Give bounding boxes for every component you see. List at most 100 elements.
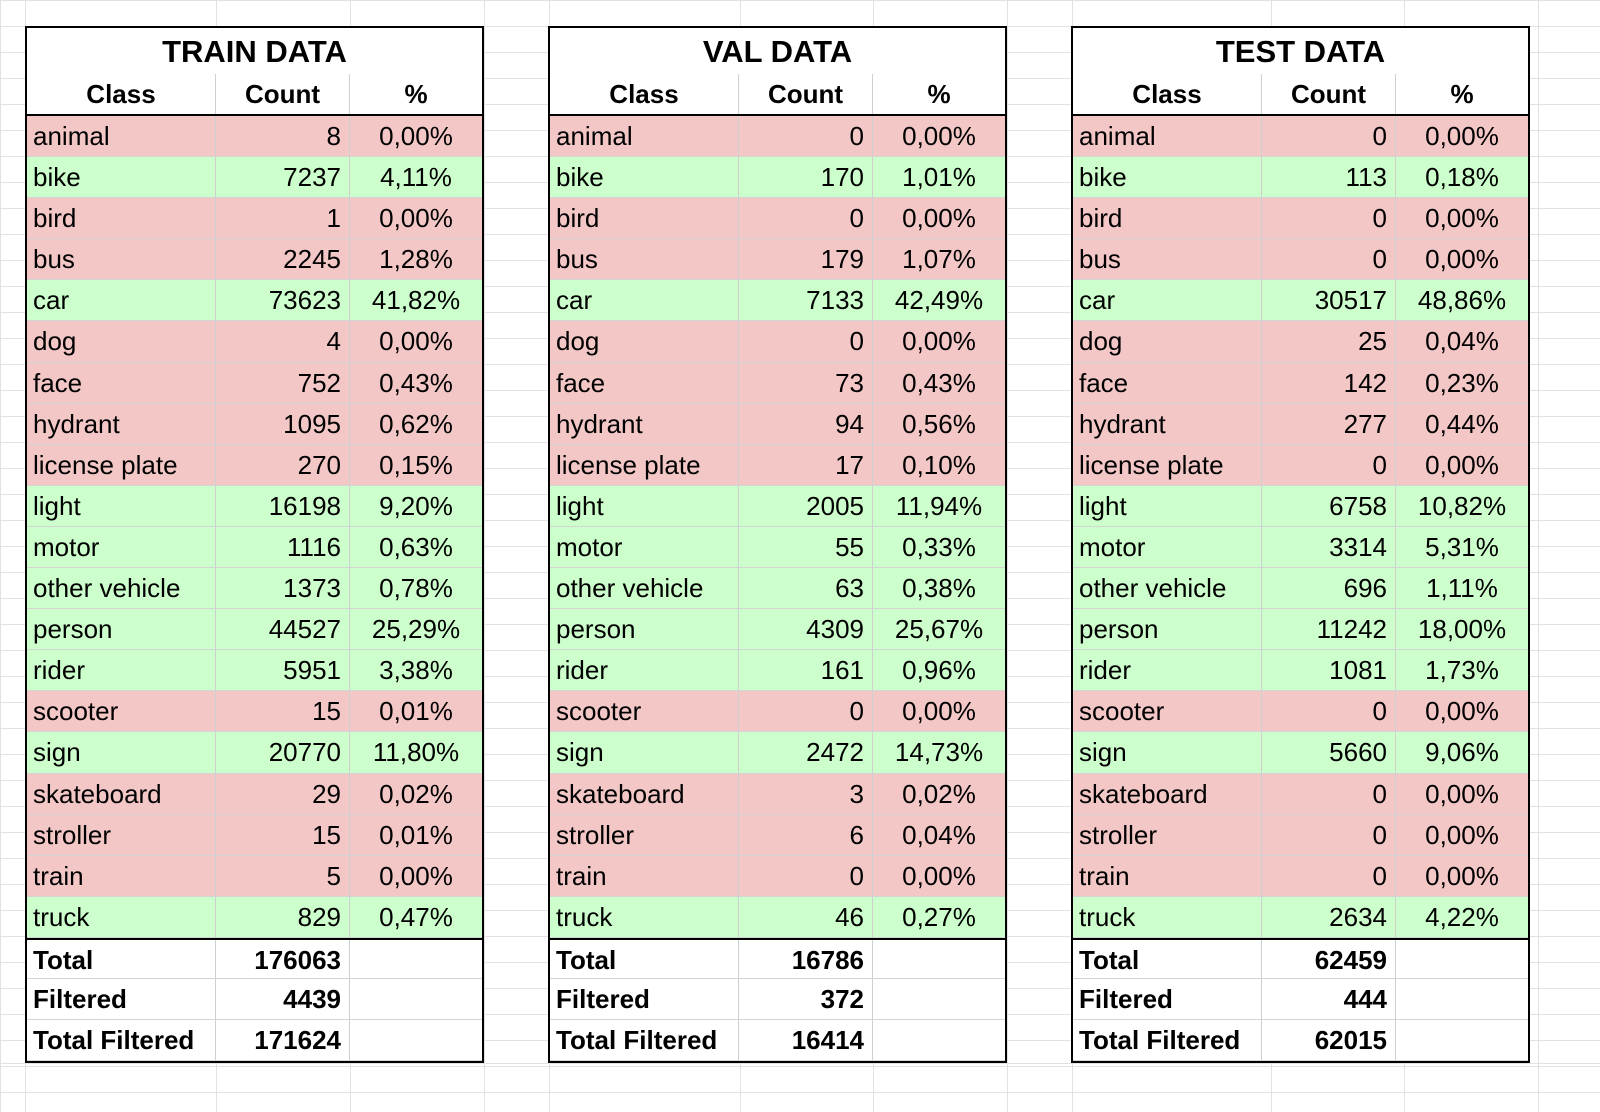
count-cell[interactable]: 73 — [739, 362, 873, 404]
count-cell[interactable]: 1 — [216, 198, 350, 240]
class-cell[interactable]: bird — [550, 198, 739, 240]
empty-cell[interactable] — [1396, 978, 1528, 1021]
percent-cell[interactable]: 1,28% — [350, 239, 482, 281]
class-cell[interactable]: skateboard — [1073, 773, 1262, 815]
total-value-cell[interactable]: 4439 — [216, 978, 350, 1021]
class-cell[interactable]: light — [550, 485, 739, 527]
percent-cell[interactable]: 1,11% — [1396, 568, 1528, 610]
count-cell[interactable]: 0 — [1262, 855, 1396, 897]
percent-cell[interactable]: 0,00% — [873, 198, 1005, 240]
percent-cell[interactable]: 0,56% — [873, 403, 1005, 445]
class-cell[interactable]: other vehicle — [27, 568, 216, 610]
count-cell[interactable]: 0 — [1262, 444, 1396, 486]
count-cell[interactable]: 29 — [216, 773, 350, 815]
total-value-cell[interactable]: 176063 — [216, 939, 350, 979]
class-cell[interactable]: face — [1073, 362, 1262, 404]
column-header-pct[interactable]: % — [1450, 79, 1474, 109]
total-label-cell[interactable]: Filtered — [1073, 978, 1262, 1021]
class-cell[interactable]: person — [550, 609, 739, 651]
class-cell[interactable]: dog — [550, 321, 739, 363]
percent-cell[interactable]: 0,00% — [1396, 198, 1528, 240]
count-cell[interactable]: 6758 — [1262, 485, 1396, 527]
count-cell[interactable]: 0 — [739, 691, 873, 733]
percent-cell[interactable]: 1,01% — [873, 157, 1005, 199]
class-cell[interactable]: rider — [550, 650, 739, 692]
count-cell[interactable]: 6 — [739, 814, 873, 856]
class-cell[interactable]: motor — [27, 526, 216, 569]
class-cell[interactable]: bird — [27, 198, 216, 240]
class-cell[interactable]: scooter — [1073, 691, 1262, 733]
percent-cell[interactable]: 0,00% — [873, 691, 1005, 733]
count-cell[interactable]: 2005 — [739, 485, 873, 527]
percent-cell[interactable]: 0,00% — [873, 321, 1005, 363]
percent-cell[interactable]: 0,44% — [1396, 403, 1528, 445]
count-cell[interactable]: 8 — [216, 116, 350, 158]
empty-cell[interactable] — [350, 1020, 482, 1062]
count-cell[interactable]: 16198 — [216, 485, 350, 527]
total-value-cell[interactable]: 62459 — [1262, 939, 1396, 979]
class-cell[interactable]: hydrant — [550, 403, 739, 445]
percent-cell[interactable]: 9,20% — [350, 485, 482, 527]
count-cell[interactable]: 0 — [1262, 116, 1396, 158]
total-value-cell[interactable]: 372 — [739, 978, 873, 1021]
count-cell[interactable]: 161 — [739, 650, 873, 692]
percent-cell[interactable]: 5,31% — [1396, 526, 1528, 569]
percent-cell[interactable]: 11,94% — [873, 485, 1005, 527]
class-cell[interactable]: motor — [550, 526, 739, 569]
class-cell[interactable]: stroller — [1073, 814, 1262, 856]
total-label-cell[interactable]: Total Filtered — [1073, 1020, 1262, 1062]
percent-cell[interactable]: 0,33% — [873, 526, 1005, 569]
count-cell[interactable]: 0 — [1262, 773, 1396, 815]
count-cell[interactable]: 4309 — [739, 609, 873, 651]
class-cell[interactable]: truck — [1073, 896, 1262, 938]
class-cell[interactable]: scooter — [27, 691, 216, 733]
count-cell[interactable]: 2634 — [1262, 896, 1396, 938]
class-cell[interactable]: dog — [1073, 321, 1262, 363]
count-cell[interactable]: 4 — [216, 321, 350, 363]
empty-cell[interactable] — [1396, 1020, 1528, 1062]
empty-cell[interactable] — [350, 978, 482, 1021]
percent-cell[interactable]: 0,00% — [1396, 814, 1528, 856]
empty-cell[interactable] — [350, 939, 482, 979]
count-cell[interactable]: 63 — [739, 568, 873, 610]
count-cell[interactable]: 2245 — [216, 239, 350, 281]
percent-cell[interactable]: 0,10% — [873, 444, 1005, 486]
class-cell[interactable]: car — [1073, 280, 1262, 322]
percent-cell[interactable]: 0,27% — [873, 896, 1005, 938]
count-cell[interactable]: 1095 — [216, 403, 350, 445]
class-cell[interactable]: bike — [27, 157, 216, 199]
total-value-cell[interactable]: 16414 — [739, 1020, 873, 1062]
column-header-class[interactable]: Class — [1073, 74, 1262, 114]
class-cell[interactable]: light — [27, 485, 216, 527]
class-cell[interactable]: stroller — [550, 814, 739, 856]
count-cell[interactable]: 170 — [739, 157, 873, 199]
count-cell[interactable]: 179 — [739, 239, 873, 281]
count-cell[interactable]: 0 — [1262, 814, 1396, 856]
percent-cell[interactable]: 0,00% — [1396, 444, 1528, 486]
total-value-cell[interactable]: 444 — [1262, 978, 1396, 1021]
count-cell[interactable]: 270 — [216, 444, 350, 486]
class-cell[interactable]: rider — [27, 650, 216, 692]
class-cell[interactable]: bike — [550, 157, 739, 199]
class-cell[interactable]: skateboard — [550, 773, 739, 815]
class-cell[interactable]: face — [27, 362, 216, 404]
count-cell[interactable]: 0 — [1262, 239, 1396, 281]
percent-cell[interactable]: 48,86% — [1396, 280, 1528, 322]
total-label-cell[interactable]: Total — [1073, 939, 1262, 979]
percent-cell[interactable]: 25,67% — [873, 609, 1005, 651]
percent-cell[interactable]: 11,80% — [350, 732, 482, 774]
empty-cell[interactable] — [1396, 939, 1528, 979]
count-cell[interactable]: 7133 — [739, 280, 873, 322]
count-cell[interactable]: 25 — [1262, 321, 1396, 363]
class-cell[interactable]: bus — [550, 239, 739, 281]
total-value-cell[interactable]: 171624 — [216, 1020, 350, 1062]
class-cell[interactable]: train — [1073, 855, 1262, 897]
class-cell[interactable]: train — [27, 855, 216, 897]
percent-cell[interactable]: 0,01% — [350, 691, 482, 733]
count-cell[interactable]: 0 — [739, 321, 873, 363]
class-cell[interactable]: hydrant — [27, 403, 216, 445]
percent-cell[interactable]: 0,01% — [350, 814, 482, 856]
percent-cell[interactable]: 14,73% — [873, 732, 1005, 774]
percent-cell[interactable]: 4,22% — [1396, 896, 1528, 938]
percent-cell[interactable]: 0,00% — [1396, 691, 1528, 733]
